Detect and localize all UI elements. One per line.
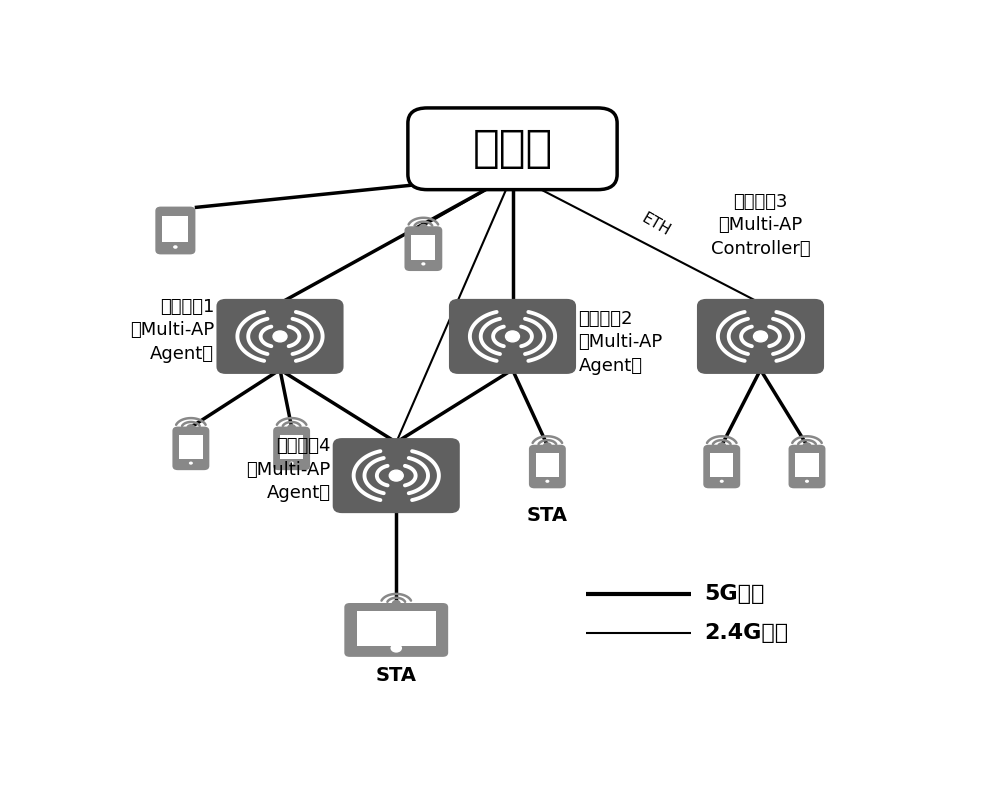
Circle shape: [754, 331, 767, 342]
Circle shape: [173, 245, 178, 249]
FancyBboxPatch shape: [179, 435, 203, 459]
Text: 节点设备1
（Multi-AP
Agent）: 节点设备1 （Multi-AP Agent）: [130, 298, 214, 363]
FancyBboxPatch shape: [529, 445, 566, 488]
Circle shape: [189, 461, 193, 465]
FancyBboxPatch shape: [273, 427, 310, 470]
FancyBboxPatch shape: [411, 235, 435, 259]
Circle shape: [803, 443, 811, 449]
Text: 节点设备2
（Multi-AP
Agent）: 节点设备2 （Multi-AP Agent）: [578, 310, 663, 375]
Text: 路由器: 路由器: [472, 127, 553, 171]
Text: 5G连接: 5G连接: [705, 584, 765, 604]
Circle shape: [187, 424, 195, 431]
Text: STA: STA: [376, 667, 417, 685]
Circle shape: [273, 331, 287, 342]
FancyBboxPatch shape: [408, 108, 617, 189]
Circle shape: [545, 479, 549, 483]
FancyBboxPatch shape: [344, 603, 448, 657]
Circle shape: [290, 461, 294, 465]
FancyBboxPatch shape: [697, 299, 824, 374]
FancyBboxPatch shape: [536, 453, 559, 477]
FancyBboxPatch shape: [172, 427, 209, 470]
FancyBboxPatch shape: [703, 445, 740, 488]
Circle shape: [720, 479, 724, 483]
Circle shape: [805, 479, 809, 483]
FancyBboxPatch shape: [155, 207, 195, 255]
FancyBboxPatch shape: [795, 453, 819, 477]
Text: 节点设备4
（Multi-AP
Agent）: 节点设备4 （Multi-AP Agent）: [246, 437, 330, 502]
Text: 节点设备3
（Multi-AP
Controller）: 节点设备3 （Multi-AP Controller）: [711, 193, 810, 258]
Circle shape: [544, 443, 551, 449]
FancyBboxPatch shape: [404, 226, 442, 271]
Circle shape: [506, 331, 519, 342]
Circle shape: [389, 470, 403, 481]
FancyBboxPatch shape: [216, 299, 344, 374]
FancyBboxPatch shape: [710, 453, 733, 477]
Circle shape: [421, 263, 425, 266]
FancyBboxPatch shape: [789, 445, 825, 488]
Text: 2.4G连接: 2.4G连接: [705, 623, 789, 643]
FancyBboxPatch shape: [280, 435, 303, 459]
Circle shape: [718, 443, 726, 449]
Circle shape: [420, 225, 427, 230]
FancyBboxPatch shape: [357, 612, 436, 645]
FancyBboxPatch shape: [333, 438, 460, 513]
FancyBboxPatch shape: [162, 215, 188, 242]
FancyBboxPatch shape: [449, 299, 576, 374]
Circle shape: [288, 424, 296, 431]
Text: ETH: ETH: [639, 211, 673, 239]
Text: STA: STA: [527, 506, 568, 525]
Circle shape: [390, 644, 402, 652]
Circle shape: [392, 601, 400, 607]
